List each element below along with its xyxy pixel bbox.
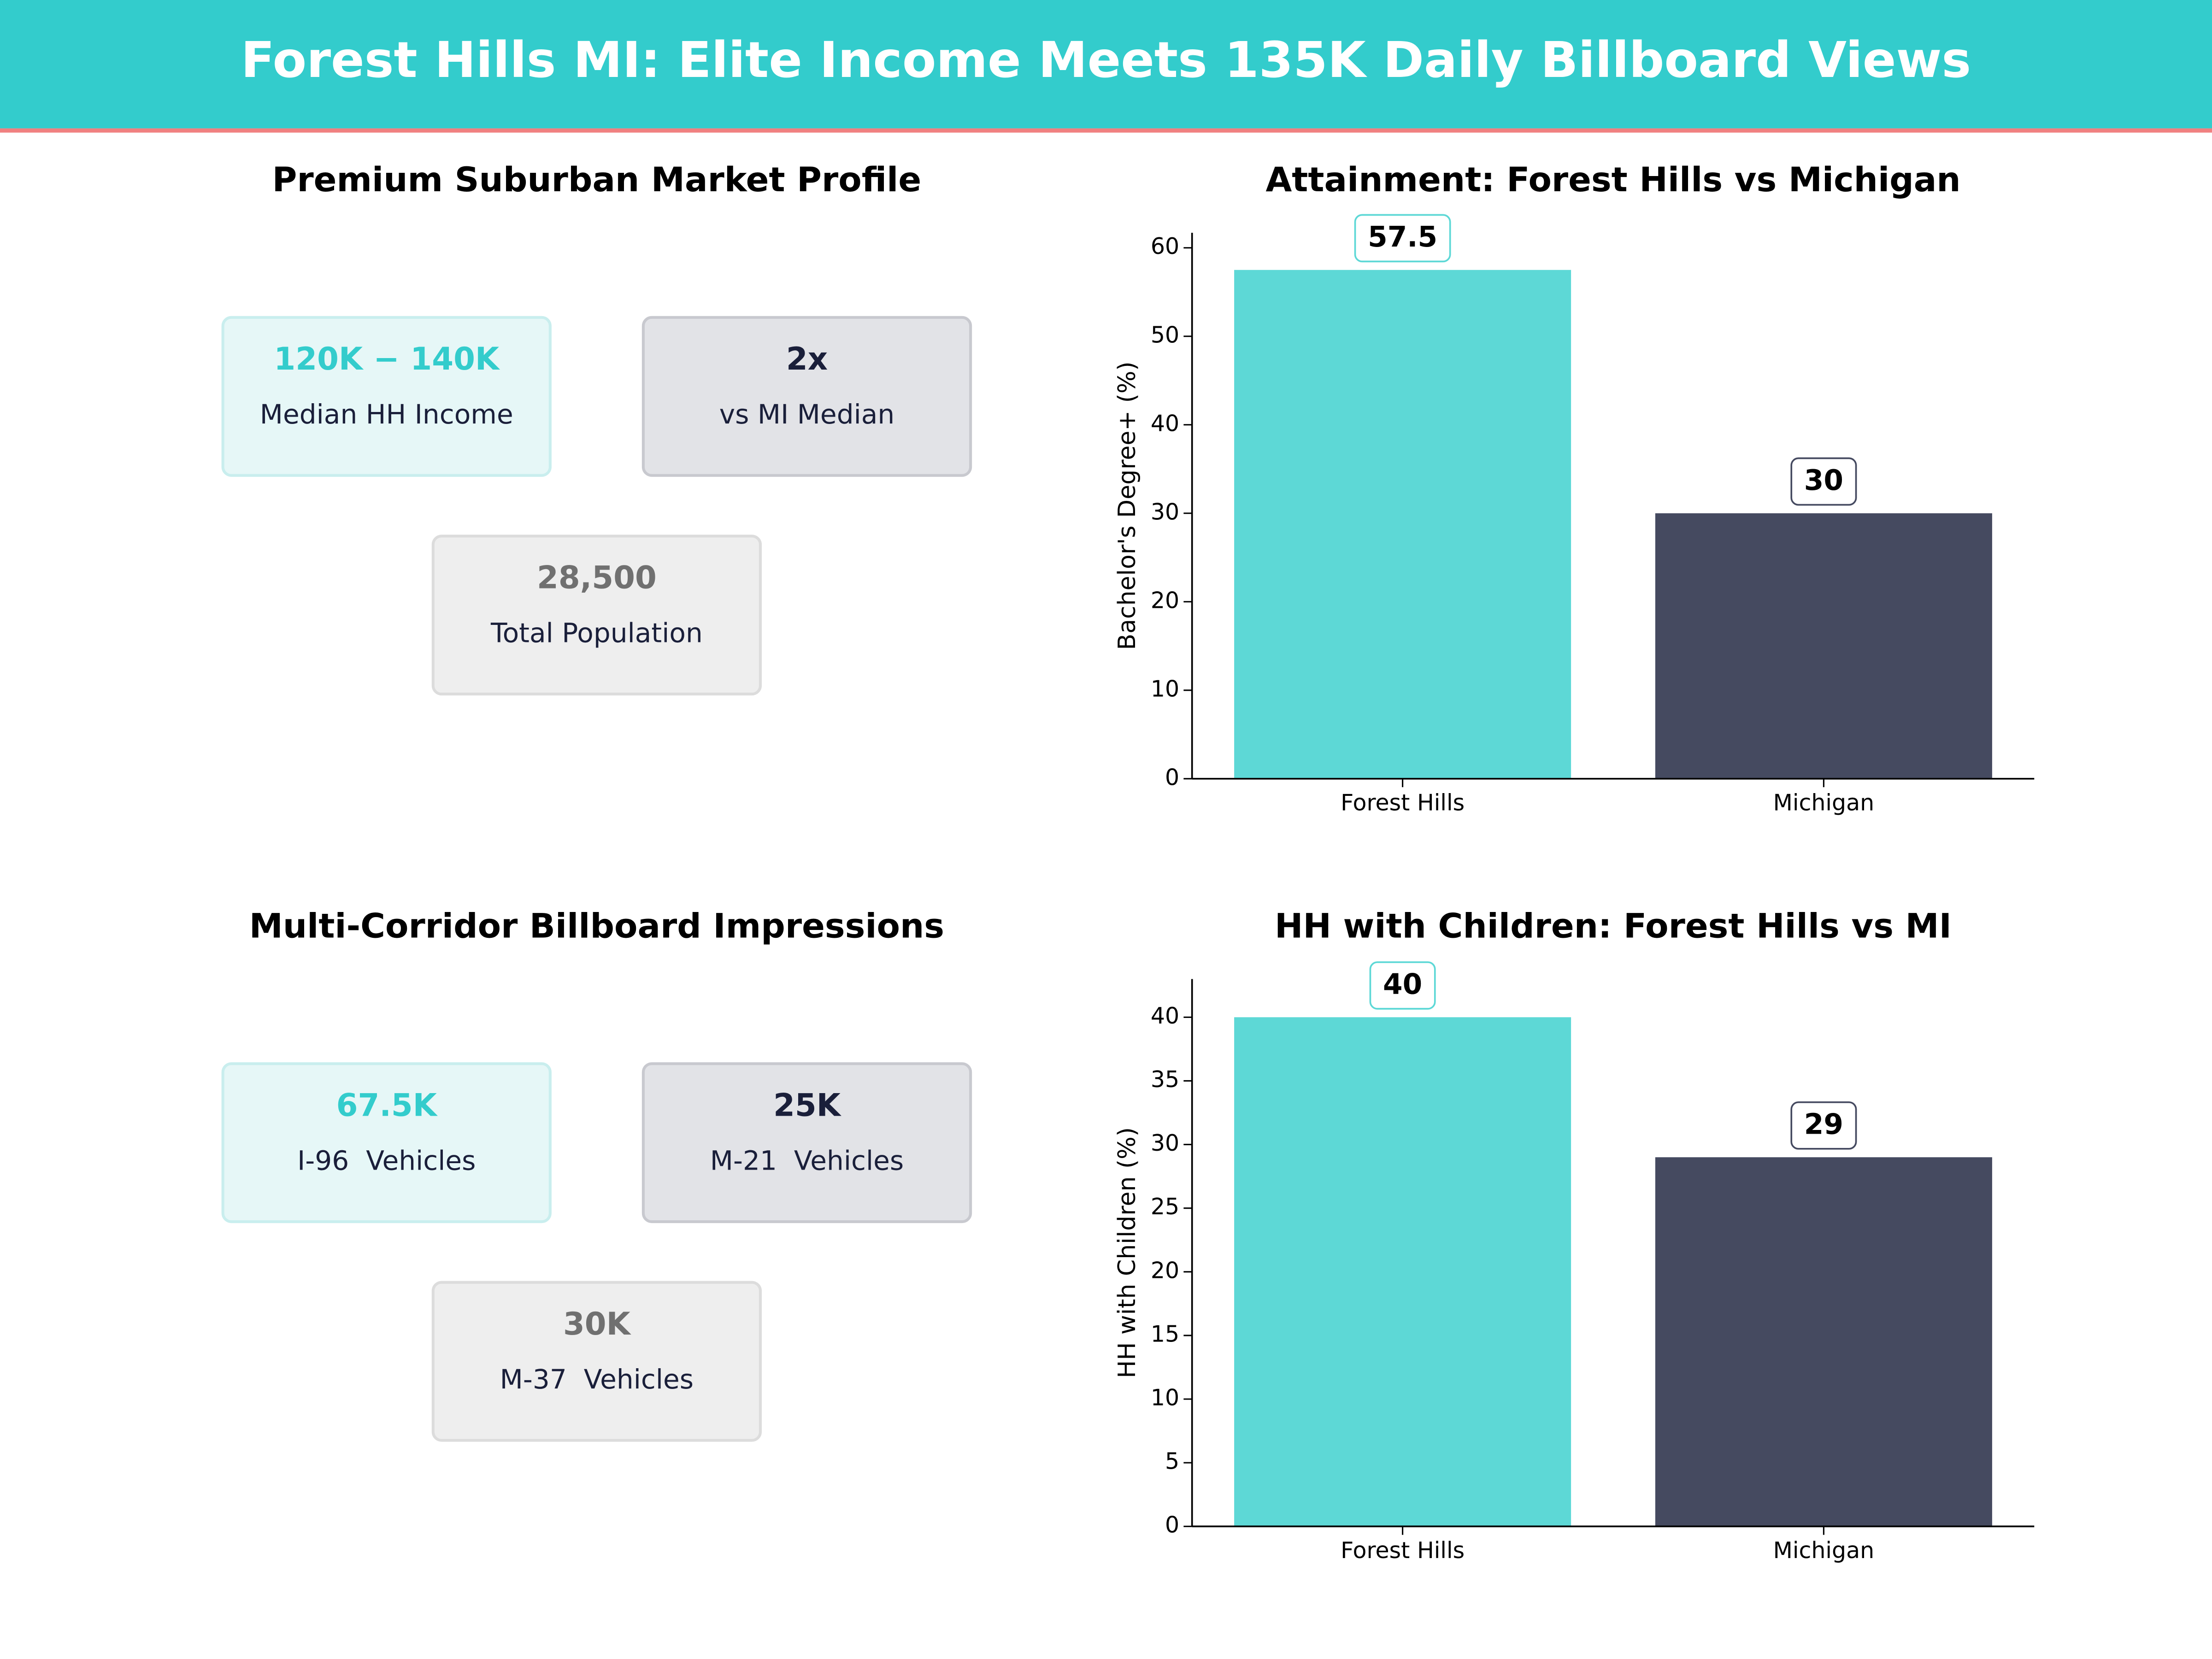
value-label-box (1790, 457, 1857, 506)
kpi-label: vs MI Median (719, 399, 895, 430)
y-tick-label: 20 (1151, 587, 1179, 613)
y-tick-label: 30 (1151, 1130, 1179, 1156)
kpi-value: 2x (786, 341, 828, 377)
page-title: Forest Hills MI: Elite Income Meets 135K… (241, 32, 1971, 89)
kpi-label: I-96 Vehicles (297, 1145, 476, 1177)
y-tick-label: 0 (1165, 764, 1179, 790)
kpi-label: Median HH Income (260, 399, 513, 430)
bar (1234, 1017, 1571, 1527)
y-tick-label: 35 (1151, 1066, 1179, 1093)
y-tick-label: 5 (1165, 1448, 1179, 1475)
value-label-box (1369, 961, 1436, 1010)
y-tick-label: 60 (1151, 233, 1179, 259)
y-axis-label: Bachelor's Degree+ (%) (1113, 361, 1141, 650)
chart-title: Attainment: Forest Hills vs Michigan (1265, 160, 1960, 200)
value-label-box (1790, 1101, 1857, 1150)
kpi-card (221, 1062, 552, 1224)
kpi-card (641, 1062, 972, 1224)
y-tick-label: 20 (1151, 1257, 1179, 1283)
y-tick-label: 40 (1151, 1003, 1179, 1029)
panel-title: Premium Suburban Market Profile (272, 160, 922, 200)
kpi-value: 67.5K (336, 1087, 438, 1124)
kpi-value: 25K (773, 1087, 842, 1124)
value-label-box (1354, 214, 1451, 263)
bar (1655, 1157, 1992, 1527)
header-rule (0, 128, 2212, 133)
value-label: 30 (1804, 464, 1843, 497)
y-tick-label: 10 (1151, 1385, 1179, 1411)
kpi-label: M-21 Vehicles (710, 1145, 904, 1177)
chart-title: HH with Children: Forest Hills vs MI (1275, 906, 1952, 946)
y-tick-label: 30 (1151, 499, 1179, 525)
kpi-value: 30K (563, 1306, 632, 1342)
y-tick-label: 25 (1151, 1194, 1179, 1220)
kpi-value: 28,500 (537, 559, 657, 596)
kpi-card (431, 1281, 762, 1442)
kpi-card (641, 316, 972, 477)
kpi-value: 120K − 140K (274, 341, 500, 377)
y-axis-label: HH with Children (%) (1113, 1127, 1141, 1378)
x-tick-label: Forest Hills (1341, 789, 1465, 816)
kpi-label: Total Population (490, 618, 703, 649)
bar (1234, 270, 1571, 779)
header-band (0, 0, 2212, 129)
value-label: 29 (1804, 1108, 1843, 1141)
bar (1655, 513, 1992, 779)
kpi-label: M-37 Vehicles (500, 1364, 694, 1395)
panel-title: Multi-Corridor Billboard Impressions (249, 906, 944, 946)
x-tick-label: Michigan (1773, 789, 1875, 816)
kpi-card (431, 535, 762, 696)
y-tick-label: 40 (1151, 410, 1179, 436)
value-label: 40 (1383, 968, 1422, 1001)
y-tick-label: 10 (1151, 676, 1179, 702)
value-label: 57.5 (1368, 221, 1437, 253)
kpi-card (221, 316, 552, 477)
x-tick-label: Forest Hills (1341, 1537, 1465, 1564)
x-tick-label: Michigan (1773, 1537, 1875, 1564)
y-tick-label: 50 (1151, 322, 1179, 348)
y-tick-label: 15 (1151, 1321, 1179, 1347)
y-tick-label: 0 (1165, 1512, 1179, 1538)
